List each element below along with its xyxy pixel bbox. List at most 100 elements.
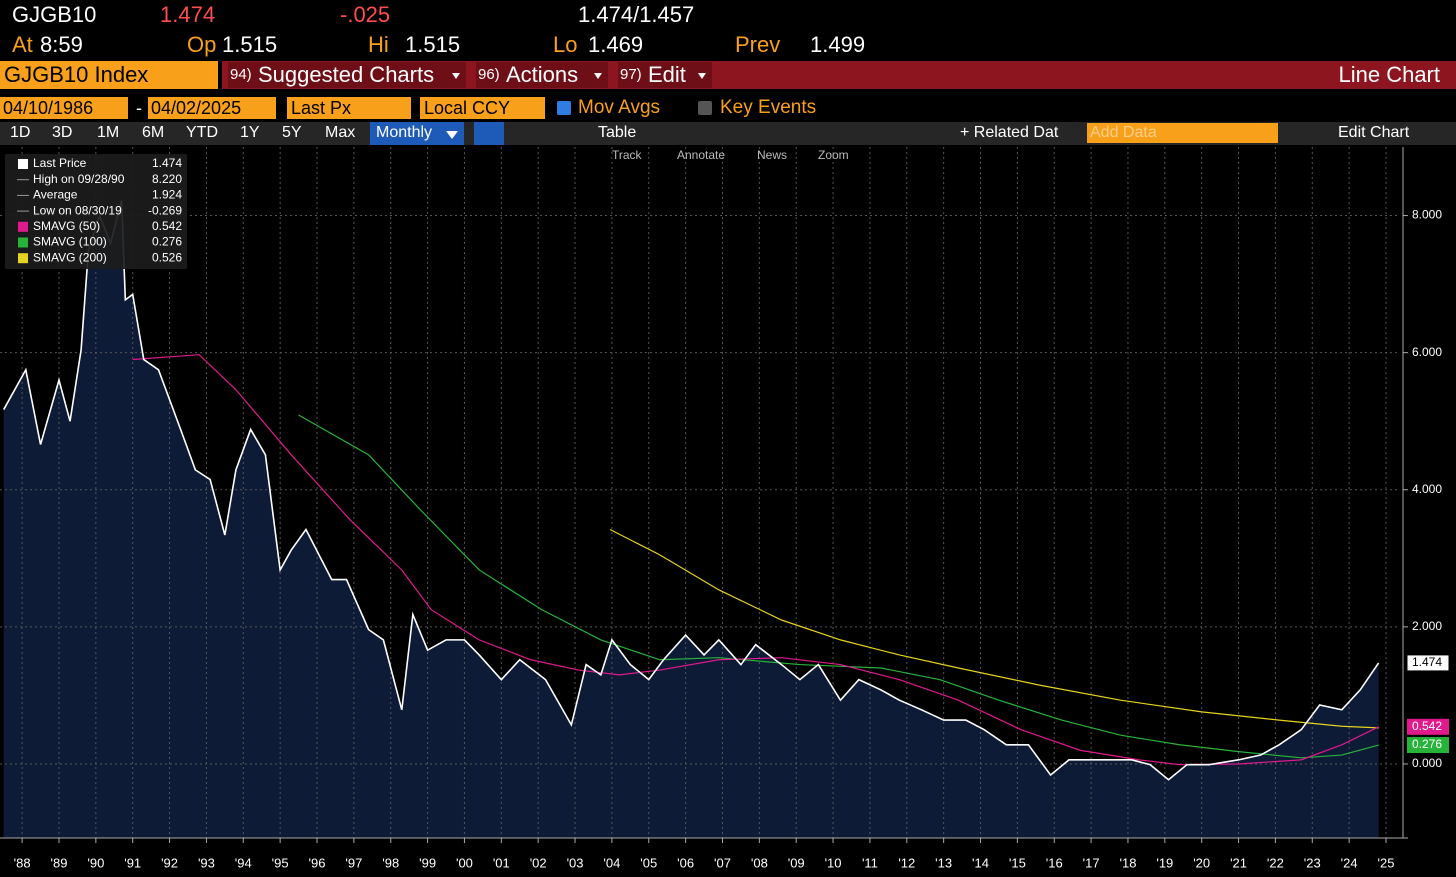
menu-label: Edit: [648, 62, 686, 87]
legend-value: 0.526: [152, 250, 182, 264]
start-box[interactable]: [0, 97, 128, 119]
field: Last Px: [291, 98, 352, 118]
field-box[interactable]: [287, 97, 411, 119]
period: Monthly: [376, 124, 433, 141]
x-tick-label: '94: [235, 855, 252, 870]
mov-avgs-checkbox[interactable]: [557, 101, 571, 115]
legend-box: [5, 154, 187, 269]
view: Line Chart: [1338, 62, 1440, 87]
chart-tool[interactable]: News: [757, 148, 788, 162]
x-tick-label: '17: [1083, 855, 1100, 870]
menu-arrow: [452, 73, 460, 79]
chart-tool[interactable]: Zoom: [818, 148, 849, 162]
key-events-checkbox[interactable]: [698, 101, 712, 115]
bid-ask: 1.474/1.457: [578, 1, 694, 29]
key-events[interactable]: Key Events: [720, 97, 817, 118]
end-box[interactable]: [148, 97, 276, 119]
x-tick-label: '08: [751, 855, 768, 870]
series-line: [609, 528, 1379, 729]
x-tick-label: '92: [161, 855, 178, 870]
legend-label: High on 09/28/90: [33, 172, 125, 186]
menu-label: Actions: [506, 62, 579, 87]
legend-value: -0.269: [148, 203, 182, 217]
x-tick-label: '21: [1230, 855, 1247, 870]
legend-label: SMAVG (100): [33, 235, 107, 249]
table[interactable]: Table: [598, 124, 637, 141]
security-box[interactable]: [0, 61, 218, 89]
range-button[interactable]: 3D: [52, 124, 73, 141]
quote-value: 1.515: [222, 32, 278, 57]
value-tag-label: 0.276: [1412, 737, 1442, 751]
x-tick-label: '97: [345, 855, 362, 870]
x-tick-label: '13: [935, 855, 952, 870]
range-button[interactable]: 1M: [97, 124, 120, 141]
menu-arrow: [698, 73, 706, 79]
range-button[interactable]: 5Y: [282, 124, 302, 141]
chart-tool[interactable]: Annotate: [677, 148, 726, 162]
security: GJGB10 Index: [4, 62, 149, 87]
value-tag: [1407, 718, 1449, 735]
start-date: 04/10/1986: [3, 98, 94, 118]
legend-swatch: [18, 221, 28, 232]
quote-label: Lo: [553, 32, 578, 57]
x-tick-label: '91: [124, 855, 141, 870]
x-tick-label: '11: [862, 855, 878, 870]
add-data-box[interactable]: [1087, 123, 1278, 143]
legend-value: 0.542: [152, 219, 182, 233]
y-tick-label: 2.000: [1412, 619, 1442, 633]
menu-button[interactable]: [228, 62, 466, 88]
menu-number: 96): [478, 66, 500, 83]
legend-label: Average: [33, 188, 78, 202]
legend-label: SMAVG (50): [33, 219, 100, 233]
x-tick-label: '98: [382, 855, 399, 870]
legend-label: SMAVG (200): [33, 250, 107, 264]
legend-swatch: [18, 253, 28, 264]
ask: 1.457: [639, 2, 695, 27]
x-tick-label: '00: [456, 855, 473, 870]
range-button[interactable]: Max: [325, 124, 356, 141]
x-tick-label: '03: [567, 855, 584, 870]
x-tick-label: '06: [677, 855, 694, 870]
y-tick-label: 8.000: [1412, 208, 1442, 222]
x-tick-label: '99: [419, 855, 436, 870]
x-tick-label: '95: [272, 855, 289, 870]
quote-value: 1.499: [810, 32, 866, 57]
menu-button[interactable]: [618, 62, 712, 88]
separator: /: [633, 2, 640, 27]
period-box[interactable]: [370, 122, 464, 145]
y-tick-label: 6.000: [1412, 345, 1442, 359]
x-tick-label: '05: [640, 855, 657, 870]
edit-chart[interactable]: Edit Chart: [1338, 124, 1410, 141]
x-tick-label: '88: [14, 855, 31, 870]
price-area: [3, 200, 1379, 839]
value-tag: [1407, 737, 1449, 754]
x-tick-label: '23: [1304, 855, 1321, 870]
quote-label: Op: [187, 32, 217, 57]
chart-tool[interactable]: Track: [612, 148, 642, 162]
quote-value: 8:59: [40, 32, 83, 57]
range-button[interactable]: 6M: [142, 124, 165, 141]
x-tick-label: '15: [1009, 855, 1026, 870]
range-button[interactable]: 1D: [10, 124, 31, 141]
x-tick-label: '01: [493, 855, 510, 870]
line-icon[interactable]: [474, 122, 504, 145]
x-tick-label: '07: [714, 855, 731, 870]
mov-avgs[interactable]: Mov Avgs: [578, 97, 661, 118]
quote-label: Hi: [368, 32, 389, 57]
last-price: 1.474: [160, 2, 216, 27]
currency-box[interactable]: [420, 97, 545, 119]
end-date: 04/02/2025: [151, 98, 242, 118]
range-button[interactable]: YTD: [186, 124, 218, 141]
x-tick-label: '20: [1193, 855, 1210, 870]
bid: 1.474: [578, 2, 634, 27]
legend-label: Low on 08/30/19: [33, 203, 122, 217]
value-tag-label: 1.474: [1412, 655, 1442, 669]
menu-button[interactable]: [476, 62, 608, 88]
legend-value: 1.924: [152, 188, 182, 202]
y-tick-label: 0.000: [1412, 756, 1442, 770]
legend-value: 8.220: [152, 172, 182, 186]
period-arrow: [446, 131, 458, 139]
range-button[interactable]: 1Y: [240, 124, 260, 141]
x-tick-label: '18: [1119, 855, 1136, 870]
related-data[interactable]: + Related Dat: [960, 124, 1059, 141]
